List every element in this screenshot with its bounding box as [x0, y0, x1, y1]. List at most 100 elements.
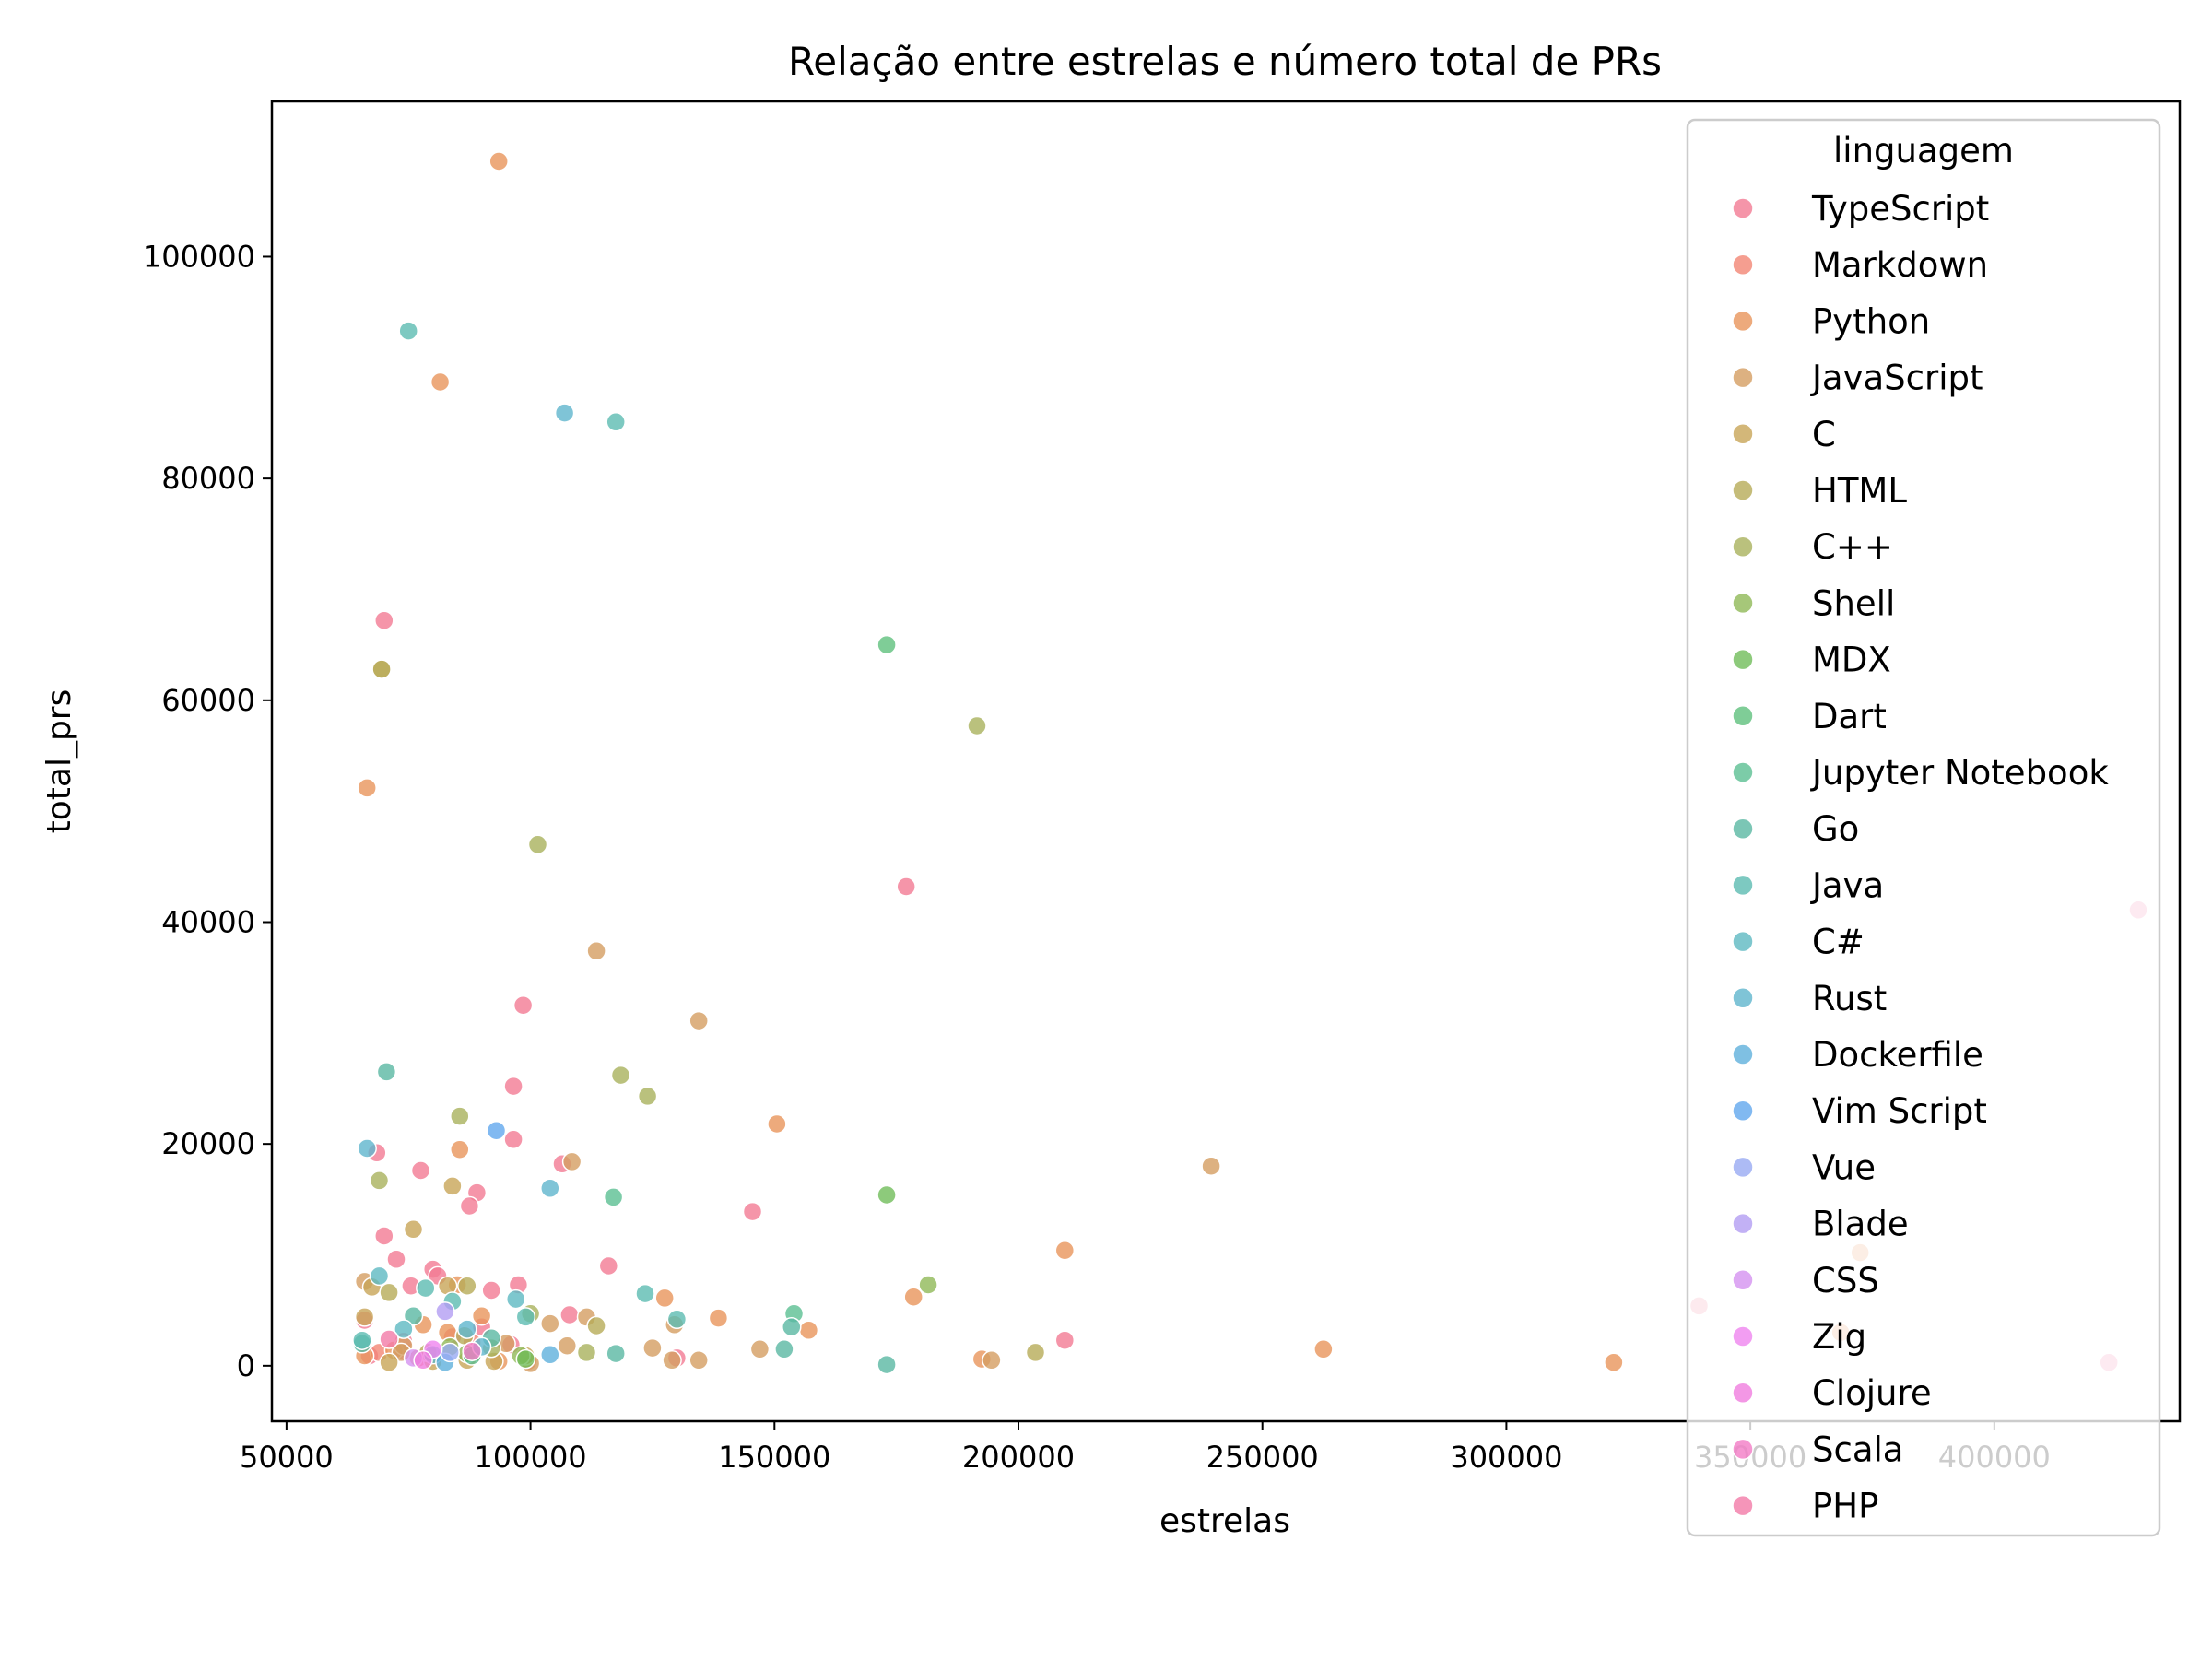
legend-label-clojure: Clojure [1812, 1373, 1932, 1413]
x-axis-title: estrelas [1159, 1502, 1290, 1540]
point-go [774, 1339, 794, 1359]
point-html [586, 1315, 606, 1336]
legend-marker-c [1732, 423, 1754, 445]
legend-label-go: Go [1812, 809, 1859, 849]
point-typescript [374, 1226, 394, 1246]
point-typescript [742, 1201, 763, 1222]
point-go [782, 1316, 802, 1337]
legend-label-zig: Zig [1812, 1317, 1866, 1357]
point-clojure [413, 1350, 433, 1371]
point-typescript [598, 1255, 619, 1277]
legend-marker-shell [1732, 592, 1754, 615]
legend-label-javascript: JavaScript [1810, 359, 1983, 398]
point-javascript [688, 1010, 709, 1031]
legend-marker-go [1732, 818, 1754, 840]
point-typescript [896, 877, 916, 897]
point-jupyter-notebook [603, 1187, 624, 1207]
point-javascript [561, 1151, 582, 1172]
y-axis-title: total_prs [41, 689, 78, 834]
legend-title: linguagem [1833, 131, 2014, 171]
point-python [903, 1287, 924, 1307]
point-rust [540, 1178, 560, 1199]
legend: linguagem TypeScript Markdown Python JavaSc… [1686, 118, 2161, 1537]
point-csharp [505, 1288, 526, 1310]
legend-marker-dockerfile [1732, 1043, 1754, 1065]
point-python [357, 778, 377, 798]
legend-marker-typescript [1732, 197, 1754, 219]
point-python [1313, 1339, 1334, 1359]
legend-label-markdown: Markdown [1812, 245, 1988, 285]
point-typescript [512, 994, 534, 1016]
legend-box [1686, 118, 2161, 1537]
point-python [488, 151, 509, 171]
point-java [352, 1330, 372, 1350]
point-javascript [557, 1335, 578, 1356]
legend-marker-cpp [1732, 535, 1754, 558]
legend-marker-blade [1732, 1212, 1754, 1235]
point-javascript [1201, 1156, 1221, 1176]
legend-label-mdx: MDX [1812, 641, 1891, 680]
legend-label-rust: Rust [1812, 979, 1887, 1018]
point-cpp [450, 1106, 470, 1126]
point-dart [877, 634, 897, 655]
point-cpp [576, 1342, 597, 1363]
point-javascript [749, 1339, 771, 1359]
legend-label-css: CSS [1812, 1261, 1879, 1300]
point-java [416, 1277, 436, 1299]
point-html [379, 1282, 399, 1303]
legend-marker-javascript [1732, 366, 1754, 389]
legend-label-html: HTML [1812, 471, 1907, 511]
legend-marker-markdown [1732, 253, 1754, 276]
point-java [515, 1307, 536, 1327]
legend-label-python: Python [1812, 301, 1930, 341]
y-axis: 0 20000 40000 60000 80000 100000 [143, 239, 272, 1383]
point-go [403, 1305, 424, 1326]
point-rust [457, 1319, 477, 1339]
point-python [429, 371, 451, 393]
point-dockerfile [540, 1345, 560, 1365]
point-typescript [503, 1129, 524, 1150]
point-python [798, 1320, 819, 1341]
point-python [708, 1308, 729, 1328]
point-javascript [662, 1350, 682, 1371]
y-tick-label: 20000 [161, 1126, 255, 1161]
point-typescript [410, 1160, 431, 1181]
legend-label-typescript: TypeScript [1811, 189, 1989, 229]
point-javascript [688, 1350, 709, 1371]
legend-label-vim-script: Vim Script [1812, 1091, 1987, 1131]
point-typescript [1054, 1330, 1076, 1350]
point-java [635, 1283, 655, 1304]
point-javascript [642, 1337, 663, 1359]
legend-label-blade: Blade [1812, 1205, 1909, 1244]
legend-marker-vim-script [1732, 1100, 1754, 1122]
point-mdx [515, 1348, 536, 1370]
x-tick-label: 300000 [1450, 1440, 1562, 1475]
point-python [654, 1288, 675, 1309]
point-vue [440, 1342, 460, 1363]
chart-title: Relação entre estrelas e número total de… [788, 39, 1662, 84]
legend-marker-vue [1732, 1156, 1754, 1179]
point-vim-script [486, 1120, 507, 1141]
y-tick-label: 0 [237, 1348, 255, 1383]
point-php [379, 1329, 399, 1349]
point-typescript [374, 610, 394, 630]
legend-label-dockerfile: Dockerfile [1812, 1035, 1983, 1075]
point-rust [357, 1138, 377, 1159]
point-csharp [369, 1265, 390, 1287]
legend-label-jupyter-notebook: Jupyter Notebook [1810, 753, 2109, 793]
point-c [403, 1219, 424, 1240]
legend-label-csharp: C# [1812, 923, 1865, 962]
point-javascript [540, 1313, 560, 1334]
point-mdx [877, 1184, 897, 1206]
legend-label-scala: Scala [1812, 1430, 1903, 1469]
legend-marker-zig [1732, 1325, 1754, 1347]
y-tick-label: 80000 [161, 461, 255, 496]
legend-marker-scala [1732, 1438, 1754, 1461]
legend-marker-css [1732, 1269, 1754, 1291]
point-typescript [481, 1280, 501, 1300]
point-c [354, 1307, 375, 1327]
point-scala [462, 1341, 482, 1361]
legend-label-php: PHP [1812, 1487, 1878, 1526]
point-typescript [459, 1195, 480, 1217]
